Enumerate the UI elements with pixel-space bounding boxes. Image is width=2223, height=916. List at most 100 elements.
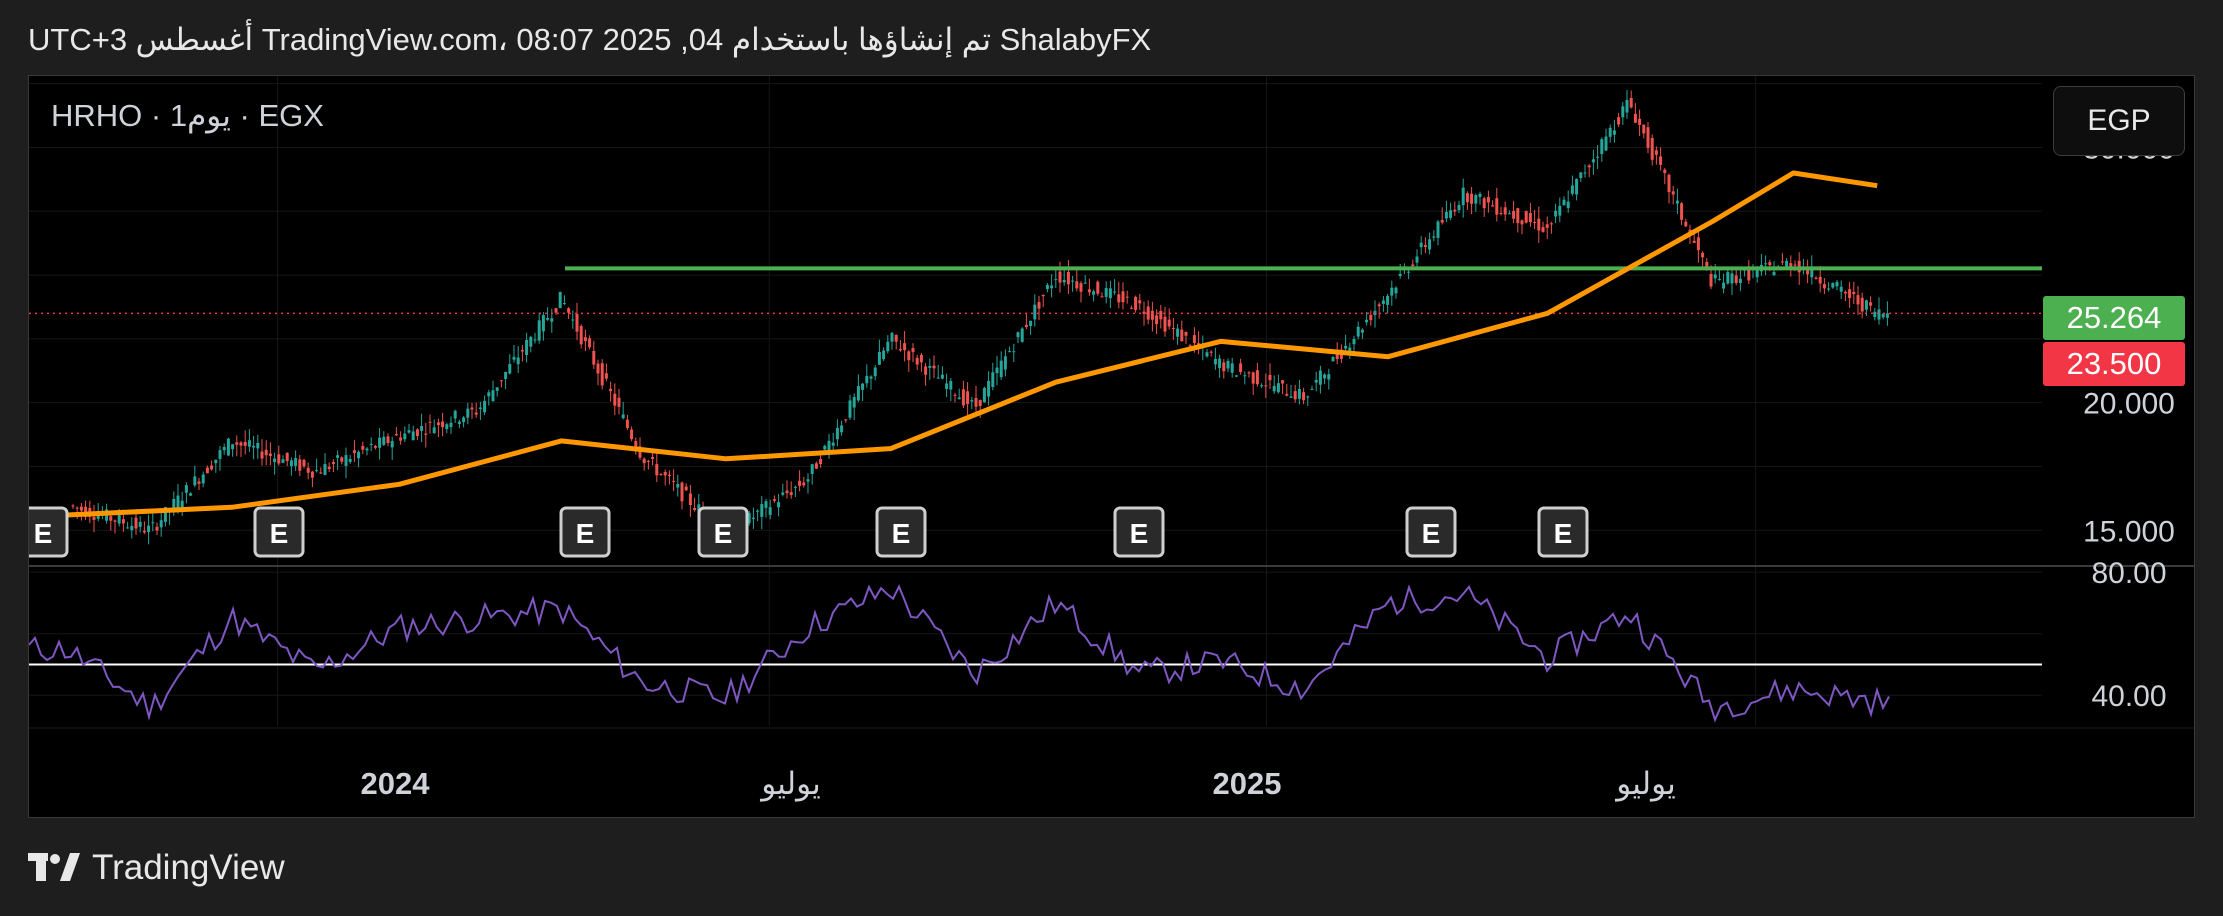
candle-body [1029, 320, 1033, 326]
candle-body [840, 425, 844, 433]
candle-body [302, 459, 306, 467]
candle-body [1134, 296, 1138, 310]
candle-body [760, 504, 764, 517]
candle-body [1604, 136, 1608, 151]
earnings-marker-label: E [714, 518, 733, 549]
candle-body [617, 397, 621, 407]
candle-body [499, 380, 503, 382]
candle-body [949, 381, 953, 390]
candle-body [1054, 279, 1058, 281]
candle-body [151, 522, 155, 524]
candle-body [1507, 213, 1511, 215]
candle-body [348, 458, 352, 462]
candle-body [1457, 205, 1461, 211]
candle-body [676, 484, 680, 488]
candle-body [911, 348, 915, 353]
candle-body [1255, 370, 1259, 385]
candle-body [638, 446, 642, 458]
candle-body [1591, 159, 1595, 163]
chart-canvas[interactable]: EEEEEEEE30.00020.00015.00080.0040.002024… [29, 76, 2195, 818]
candle-body [495, 387, 499, 391]
candle-body [1486, 196, 1490, 203]
candle-body [688, 493, 692, 506]
currency-button[interactable]: EGP [2053, 86, 2185, 156]
candle-body [462, 417, 466, 423]
candle-body [1192, 335, 1196, 344]
candle-body [1562, 199, 1566, 206]
candle-body [907, 351, 911, 361]
candle-body [831, 442, 835, 446]
candle-body [1281, 380, 1285, 384]
candle-body [1835, 281, 1839, 287]
candle-body [113, 520, 117, 522]
candle-body [243, 441, 247, 446]
candle-body [903, 343, 907, 351]
candle-body [336, 455, 340, 458]
candle-body [231, 444, 235, 450]
candle-body [159, 520, 163, 528]
candle-body [1188, 345, 1192, 347]
candle-body [512, 356, 516, 360]
candle-body [1159, 311, 1163, 320]
candle-body [1503, 207, 1507, 215]
candle-body [844, 419, 848, 421]
candle-body [1839, 286, 1843, 292]
candle-body [1852, 291, 1856, 295]
candle-body [344, 455, 348, 466]
candle-body [1734, 275, 1738, 283]
candle-body [982, 388, 986, 403]
candle-body [785, 490, 789, 494]
chart-panel[interactable]: EEEEEEEE30.00020.00015.00080.0040.002024… [28, 75, 2195, 818]
candle-body [1071, 280, 1075, 282]
candle-body [1583, 172, 1587, 174]
candle-body [609, 388, 613, 392]
moving-average-line [66, 170, 1878, 518]
candle-body [1390, 287, 1394, 296]
candle-body [1344, 345, 1348, 349]
candle-body [457, 421, 461, 424]
candle-body [1873, 311, 1877, 318]
candle-body [1167, 319, 1171, 327]
candle-body [210, 465, 214, 470]
candle-body [1440, 219, 1444, 223]
candle-body [1449, 210, 1453, 218]
candle-body [256, 443, 260, 449]
candle-body [1575, 178, 1579, 195]
candle-body [646, 460, 650, 462]
candle-body [71, 505, 75, 507]
candle-body [537, 320, 541, 341]
candle-body [365, 448, 369, 451]
candle-body [798, 480, 802, 486]
candle-body [1096, 281, 1100, 294]
candle-body [1810, 266, 1814, 278]
price-axis-tick: 20.000 [2083, 388, 2175, 421]
candle-body [407, 430, 411, 433]
candle-body [1453, 209, 1457, 212]
candle-body [1717, 279, 1721, 281]
candle-body [1549, 223, 1553, 225]
candle-body [894, 334, 898, 342]
candle-body [1331, 357, 1335, 362]
candle-body [1356, 326, 1360, 337]
candle-body [1470, 193, 1474, 204]
candle-body [583, 337, 587, 342]
candle-body [1541, 227, 1545, 232]
candle-body [604, 373, 608, 379]
candle-body [1533, 221, 1537, 223]
candle-body [1667, 174, 1671, 193]
candle-body [1579, 172, 1583, 179]
candle-body [466, 408, 470, 418]
candle-body [567, 308, 571, 313]
candle-body [1138, 300, 1142, 304]
candle-body [453, 410, 457, 419]
candle-body [978, 399, 982, 406]
candle-body [987, 380, 991, 397]
candle-body [369, 444, 373, 446]
candle-body [1881, 314, 1885, 318]
candle-body [1713, 274, 1717, 279]
candle-body [991, 372, 995, 387]
candle-body [1369, 314, 1373, 321]
candle-body [751, 517, 755, 520]
candle-body [1877, 309, 1881, 320]
candle-body [768, 507, 772, 515]
